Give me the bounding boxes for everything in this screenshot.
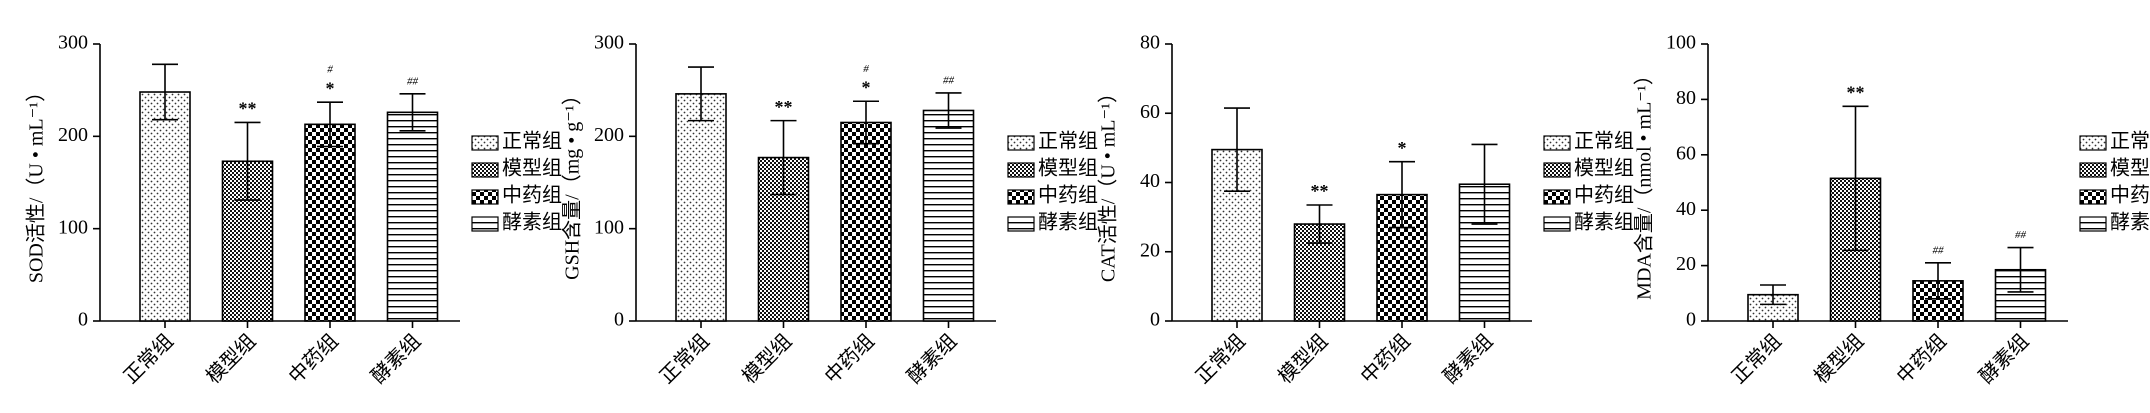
y-axis-label: SOD活性/（U • mL⁻¹）: [25, 82, 48, 283]
y-tick-label: 80: [1140, 32, 1160, 54]
y-tick-label: 60: [1676, 142, 1696, 164]
legend-swatch: [471, 162, 499, 178]
significance-mark: **: [1847, 82, 1865, 102]
y-tick-label: 0: [1150, 309, 1160, 331]
legend-label: 正常组: [2110, 130, 2150, 153]
bar: [304, 123, 356, 322]
legend-label: 中药组: [502, 184, 562, 207]
significance-mark: ##: [943, 74, 955, 86]
significance-mark: ##: [2015, 229, 2027, 241]
y-tick-label: 0: [614, 309, 624, 331]
legend-label: 酵素组: [1574, 211, 1634, 234]
significance-mark: #: [327, 64, 333, 76]
significance-mark: **: [239, 99, 257, 119]
legend-label: 正常组: [502, 130, 562, 153]
significance-mark: ##: [1933, 244, 1945, 256]
x-tick-label: 模型组: [1810, 330, 1869, 389]
x-tick-label: 中药组: [1356, 330, 1415, 389]
bar: [675, 93, 727, 322]
legend-label: 中药组: [1038, 184, 1098, 207]
legend-label: 模型组: [2110, 157, 2150, 180]
x-tick-label: 酵素组: [1439, 330, 1498, 389]
y-tick-label: 20: [1140, 239, 1160, 261]
y-tick-label: 100: [1666, 32, 1696, 54]
legend-swatch: [1543, 216, 1571, 232]
significance-mark: *: [1398, 138, 1407, 158]
x-tick-label: 模型组: [1274, 330, 1333, 389]
legend-swatch: [2079, 189, 2107, 205]
legend-swatch: [2079, 135, 2107, 151]
bar: [139, 91, 191, 322]
legend-label: 模型组: [502, 157, 562, 180]
bar: [386, 111, 439, 322]
legend-label: 正常组: [1038, 130, 1098, 153]
y-tick-label: 40: [1140, 170, 1160, 192]
bar: [922, 109, 975, 322]
x-tick-label: 模型组: [202, 330, 261, 389]
legend-swatch: [2079, 216, 2107, 232]
legend-label: 酵素组: [2110, 211, 2150, 234]
legend-swatch: [1007, 189, 1035, 205]
y-tick-label: 200: [594, 124, 624, 146]
legend-label: 模型组: [1574, 157, 1634, 180]
y-tick-label: 0: [78, 309, 88, 331]
x-tick-label: 酵素组: [1975, 330, 2034, 389]
y-tick-label: 20: [1676, 253, 1696, 275]
y-tick-label: 80: [1676, 87, 1696, 109]
legend-swatch: [471, 216, 499, 232]
legend-label: 酵素组: [1038, 211, 1098, 234]
x-tick-label: 中药组: [284, 330, 343, 389]
y-tick-label: 60: [1140, 101, 1160, 123]
x-tick-label: 正常组: [119, 330, 178, 389]
significance-mark: **: [775, 97, 793, 117]
legend-swatch: [2079, 162, 2107, 178]
legend-swatch: [1543, 189, 1571, 205]
x-tick-label: 中药组: [820, 330, 879, 389]
x-tick-label: 中药组: [1892, 330, 1951, 389]
x-tick-label: 正常组: [1727, 330, 1786, 389]
significance-mark: **: [1311, 181, 1329, 201]
x-tick-label: 正常组: [1191, 330, 1250, 389]
legend-swatch: [471, 135, 499, 151]
legend-swatch: [1007, 162, 1035, 178]
significance-mark: #: [863, 63, 869, 75]
legend-label: 模型组: [1038, 157, 1098, 180]
significance-mark: *: [862, 77, 871, 97]
x-tick-label: 酵素组: [367, 330, 426, 389]
legend-swatch: [1543, 162, 1571, 178]
y-tick-label: 100: [594, 216, 624, 238]
legend-swatch: [1007, 135, 1035, 151]
legend-label: 中药组: [2110, 184, 2150, 207]
bar: [840, 121, 892, 322]
y-tick-label: 0: [1686, 309, 1696, 331]
legend-label: 正常组: [1574, 130, 1634, 153]
x-tick-label: 模型组: [738, 330, 797, 389]
y-axis-label: MDA含量/（nmol • mL⁻¹）: [1633, 65, 1656, 300]
x-tick-label: 酵素组: [903, 330, 962, 389]
legend-swatch: [471, 189, 499, 205]
y-tick-label: 300: [594, 32, 624, 54]
legend-label: 酵素组: [502, 211, 562, 234]
x-tick-label: 正常组: [655, 330, 714, 389]
y-tick-label: 40: [1676, 198, 1696, 220]
significance-mark: *: [326, 78, 335, 98]
y-axis-label: CAT活性/（U • mL⁻¹）: [1097, 83, 1120, 282]
legend-label: 中药组: [1574, 184, 1634, 207]
y-tick-label: 100: [58, 216, 88, 238]
bar: [757, 156, 810, 322]
y-tick-label: 300: [58, 32, 88, 54]
y-axis-label: GSH含量/（mg • g⁻¹）: [561, 85, 584, 280]
legend-swatch: [1543, 135, 1571, 151]
legend-swatch: [1007, 216, 1035, 232]
significance-mark: ##: [407, 75, 419, 87]
y-tick-label: 200: [58, 124, 88, 146]
